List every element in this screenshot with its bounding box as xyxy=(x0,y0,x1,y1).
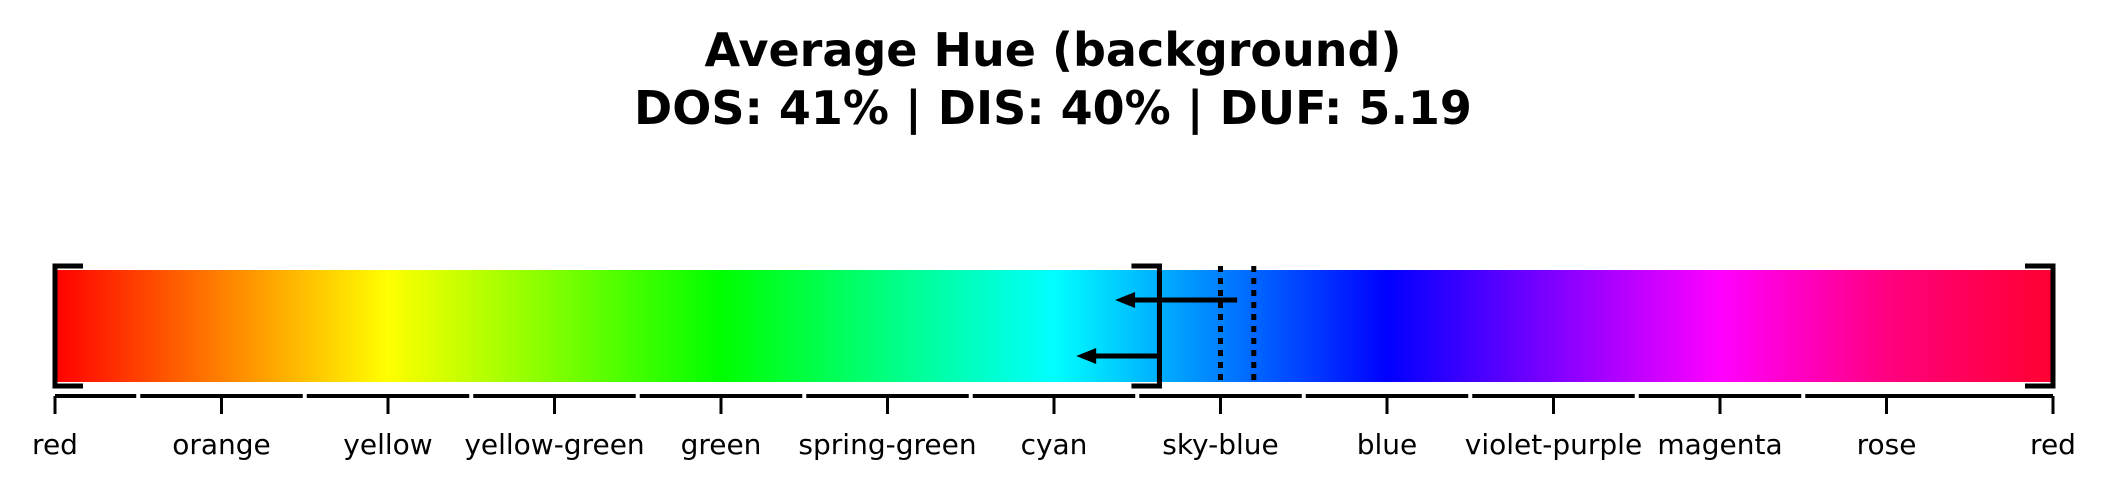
x-tick-label: cyan xyxy=(1021,428,1088,461)
x-tick-label: violet-purple xyxy=(1465,428,1642,461)
x-tick-label: yellow xyxy=(343,428,432,461)
x-tick-label: green xyxy=(681,428,762,461)
hue-arrows xyxy=(1076,292,1238,364)
axis-gap xyxy=(1468,392,1473,400)
axis-gap xyxy=(136,392,141,400)
x-tick-label: orange xyxy=(172,428,271,461)
axis-gap xyxy=(1634,392,1639,400)
chart-title: Average Hue (background) xyxy=(705,23,1402,77)
range-brackets xyxy=(52,263,2056,389)
range-bracket xyxy=(1131,263,1162,389)
axis-gap xyxy=(1801,392,1806,400)
axis-gap xyxy=(635,392,640,400)
dotted-markers xyxy=(1218,266,1257,386)
x-tick-label: red xyxy=(32,428,78,461)
axis-gap xyxy=(1301,392,1306,400)
axis-gap xyxy=(968,392,973,400)
hue-arrow xyxy=(1115,292,1238,308)
range-bracket xyxy=(52,263,83,389)
x-tick-label: magenta xyxy=(1657,428,1782,461)
x-tick-label: yellow-green xyxy=(464,428,644,461)
range-bracket xyxy=(2025,263,2056,389)
x-tick-label: blue xyxy=(1357,428,1418,461)
axis-gap xyxy=(469,392,474,400)
axis-gap xyxy=(1135,392,1140,400)
axis-gap xyxy=(302,392,307,400)
x-axis-tick-labels: red orange yellow yellow-green green spring-g… xyxy=(32,428,2076,461)
x-tick-label: red xyxy=(2030,428,2076,461)
x-axis-ticks xyxy=(53,392,2055,414)
hue-gradient-bar xyxy=(55,270,2053,382)
chart-subtitle: DOS: 41% | DIS: 40% | DUF: 5.19 xyxy=(634,81,1472,136)
hue-arrow xyxy=(1076,348,1160,364)
x-tick-label: sky-blue xyxy=(1162,428,1279,461)
x-tick-label: spring-green xyxy=(798,428,976,461)
x-tick-label: rose xyxy=(1857,428,1917,461)
axis-gap xyxy=(802,392,807,400)
